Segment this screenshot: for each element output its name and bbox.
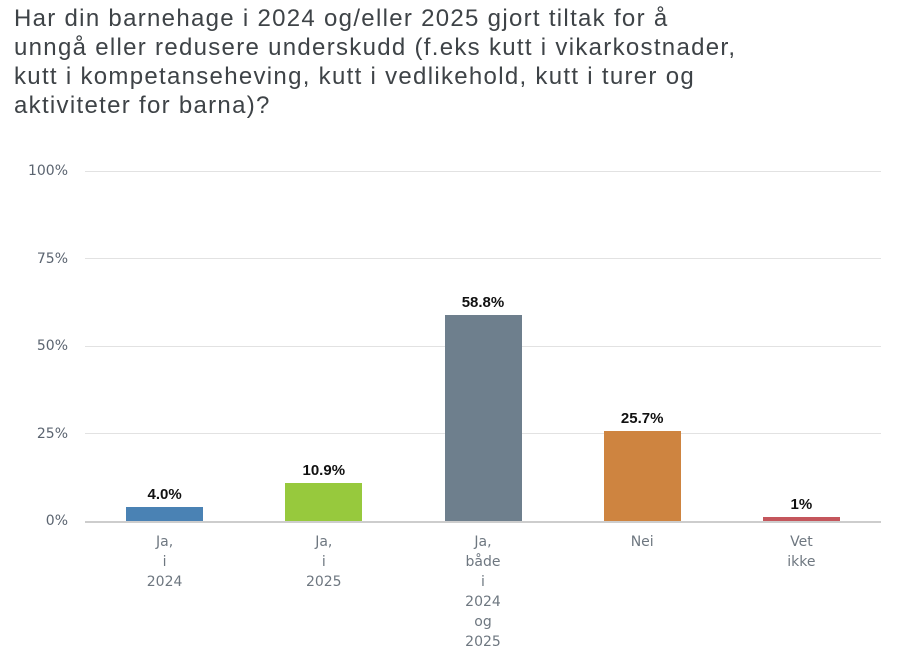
title-line: unngå eller redusere underskudd (f.eks k…	[14, 34, 737, 61]
x-axis-category-label: Nei	[563, 532, 722, 552]
bar	[603, 431, 681, 521]
bar	[444, 315, 522, 521]
title-line: Har din barnehage i 2024 og/eller 2025 g…	[14, 5, 669, 32]
x-axis-category-label-line: ikke	[787, 554, 816, 570]
x-axis-category-label-line: 2025	[305, 574, 342, 590]
x-axis-category-label-line: Nei	[630, 534, 654, 550]
bar	[285, 483, 363, 521]
x-axis-category-label-line: 2024	[146, 574, 183, 590]
chart-question-title: Har din barnehage i 2024 og/eller 2025 g…	[14, 4, 898, 120]
x-axis-category-label-line: 2025	[465, 634, 501, 650]
x-axis-category-label-line: i	[162, 554, 167, 570]
x-axis-category-label-line: Ja,	[474, 534, 492, 550]
x-axis-category-label: Ja, både i 2024 og 2025	[403, 532, 562, 652]
title-line: kutt i kompetanseheving, kutt i vedlikeh…	[14, 63, 695, 90]
y-axis-tick-label: 100%	[27, 163, 68, 179]
x-axis-category-label: Ja, i 2024	[85, 532, 244, 592]
bar	[762, 517, 840, 521]
y-axis-tick-label: 25%	[36, 425, 68, 442]
x-axis-category-label: Vet ikke	[722, 532, 881, 572]
title-line: aktiviteter for barna)?	[14, 92, 271, 119]
gridline	[85, 258, 881, 259]
x-axis-category-label-line: i	[481, 574, 485, 590]
x-axis-category-label-line: og	[474, 614, 492, 630]
x-axis-category-label-line: 2024	[465, 594, 501, 610]
x-axis-category-label-line: Ja,	[156, 534, 174, 550]
bar	[126, 507, 204, 521]
y-axis-tick-label: 0%	[45, 513, 68, 529]
x-axis-category-label-line: Vet	[790, 534, 813, 550]
x-axis-line	[85, 521, 881, 523]
y-axis-tick-label: 75%	[36, 250, 68, 267]
x-axis-category-label-line: Ja,	[315, 534, 333, 550]
x-axis-category-label-line: både	[465, 554, 501, 570]
gridline	[85, 170, 881, 172]
bar-value-label: 1%	[790, 496, 813, 513]
y-axis-tick-label: 50%	[36, 338, 68, 354]
bar-value-label: 4.0%	[147, 486, 182, 503]
bar-value-label: 10.9%	[302, 462, 346, 479]
x-axis-category-label-line: i	[321, 554, 326, 570]
x-axis-category-label: Ja, i 2025	[244, 532, 403, 592]
bar-value-label: 58.8%	[461, 294, 505, 311]
bar-value-label: 25.7%	[620, 410, 664, 427]
